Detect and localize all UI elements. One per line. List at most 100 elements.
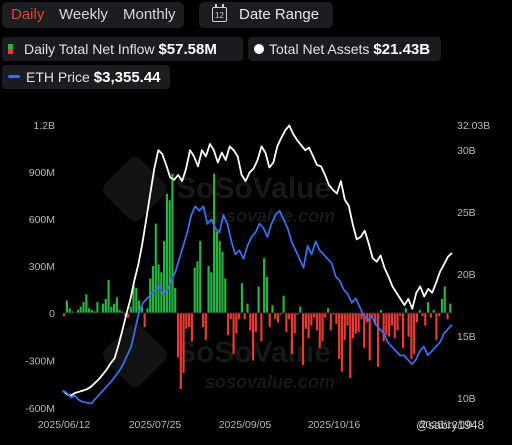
- inflow-bar: [382, 313, 385, 342]
- inflow-bar: [218, 240, 221, 313]
- legend-daily-net-inflow[interactable]: Daily Total Net Inflow $57.58M: [2, 37, 243, 61]
- legend-inflow-value: $57.58M: [158, 41, 217, 58]
- x-tick-label: 2025/07/25: [129, 419, 182, 431]
- inflow-bar: [140, 306, 143, 313]
- inflow-bar: [421, 313, 424, 317]
- inflow-bar: [185, 313, 188, 329]
- inflow-bar: [365, 313, 369, 323]
- inflow-bar: [446, 313, 449, 320]
- x-tick-label: 2025/12/10: [420, 419, 473, 431]
- inflow-bar: [379, 309, 382, 313]
- inflow-bar: [271, 305, 274, 313]
- inflow-bar: [407, 313, 410, 337]
- inflow-bar: [390, 313, 394, 326]
- right-axis: 32.03B 30B 25B 20B 15B 10B: [457, 120, 490, 405]
- inflow-bar: [371, 313, 374, 317]
- inflow-bar: [410, 313, 413, 359]
- left-tick-label: 900M: [29, 167, 55, 179]
- inflow-bar: [163, 240, 166, 313]
- watermark-url-top: sosovalue.com: [205, 206, 335, 226]
- inflow-bar: [215, 231, 218, 313]
- inflow-bar: [240, 283, 244, 313]
- watermark-brand-top: SoSoValue: [176, 172, 331, 205]
- inflow-bar: [304, 313, 307, 329]
- left-tick-label: -300M: [25, 356, 55, 368]
- watermark-bottom: SoSoValue sosovalue.com: [102, 322, 335, 392]
- right-tick-label: 15B: [457, 331, 476, 343]
- right-tick-label: 32.03B: [457, 120, 490, 132]
- inflow-bar: [429, 313, 432, 318]
- watermark-top: SoSoValue sosovalue.com: [102, 156, 335, 226]
- tab-daily[interactable]: Daily: [11, 6, 45, 23]
- inflow-bar: [101, 303, 105, 313]
- right-tick-label: 30B: [457, 145, 476, 157]
- inflow-bar: [282, 295, 285, 313]
- inflow-bar: [276, 313, 280, 323]
- inflow-bar: [393, 313, 396, 339]
- left-tick-label: 600M: [29, 214, 55, 226]
- inflow-bar: [318, 313, 321, 348]
- inflow-bar: [165, 193, 168, 313]
- inflow-bar: [190, 313, 193, 342]
- inflow-bar: [274, 313, 277, 320]
- tab-monthly[interactable]: Monthly: [123, 6, 176, 23]
- inflow-bar: [96, 302, 99, 313]
- inflow-bar: [246, 303, 249, 313]
- inflow-bar: [438, 313, 441, 317]
- inflow-bar: [332, 313, 335, 315]
- right-tick-label: 25B: [457, 207, 476, 219]
- period-selector: Daily Weekly Monthly: [2, 2, 184, 28]
- inflow-bar: [415, 313, 419, 323]
- inflow-bar: [221, 251, 224, 313]
- legend-assets-value: $21.43B: [373, 41, 431, 58]
- inflow-bar: [426, 302, 430, 313]
- inflow-bar: [76, 309, 80, 313]
- total-net-assets-line: [62, 124, 453, 397]
- inflow-bar: [299, 306, 302, 313]
- x-tick-label: 2025/10/16: [308, 419, 361, 431]
- inflow-bar: [351, 313, 355, 339]
- inflow-bar: [126, 313, 130, 318]
- inflow-bar: [65, 300, 68, 313]
- inflow-bar: [432, 309, 435, 313]
- inflow-bar: [68, 308, 71, 313]
- legend-eth-price[interactable]: ETH Price $3,355.44: [2, 65, 170, 89]
- inflow-bar: [229, 313, 232, 320]
- inflow-bar: [174, 287, 177, 313]
- inflow-bar: [257, 286, 260, 313]
- inflow-bar: [374, 313, 377, 325]
- legend-total-net-assets[interactable]: Total Net Assets $21.43B: [248, 37, 441, 61]
- inflow-bar: [385, 313, 388, 336]
- inflow-bar: [260, 313, 263, 342]
- inflow-bar: [404, 308, 407, 313]
- inflow-bar: [290, 313, 294, 355]
- inflow-bar: [157, 264, 160, 313]
- inflow-bar: [368, 313, 371, 361]
- inflow-bar: [71, 311, 74, 313]
- inflow-bar: [90, 309, 93, 313]
- inflow-bar: [401, 313, 405, 348]
- inflow-bar: [301, 313, 305, 366]
- inflow-bar: [196, 261, 199, 313]
- price-swatch-icon: [8, 75, 20, 78]
- inflow-bar: [435, 313, 438, 340]
- inflow-bar: [315, 313, 319, 331]
- tab-weekly[interactable]: Weekly: [59, 6, 108, 23]
- inflow-bar: [346, 313, 349, 326]
- inflow-bar: [85, 294, 88, 313]
- inflow-bar: [413, 313, 416, 355]
- inflow-bars: [63, 173, 452, 389]
- inflow-bar: [288, 313, 291, 320]
- inflow-bar: [88, 308, 91, 313]
- inflow-bar: [104, 298, 107, 313]
- inflow-bar: [171, 173, 174, 313]
- date-range-button[interactable]: 12 Date Range: [199, 2, 333, 28]
- inflow-bar: [293, 313, 296, 334]
- inflow-bar: [254, 313, 257, 332]
- inflow-bar: [340, 313, 344, 372]
- toolbar: Daily Weekly Monthly 12 Date Range: [0, 0, 512, 32]
- inflow-bar: [243, 313, 246, 320]
- inflow-bar: [238, 313, 241, 320]
- inflow-bar: [107, 280, 110, 313]
